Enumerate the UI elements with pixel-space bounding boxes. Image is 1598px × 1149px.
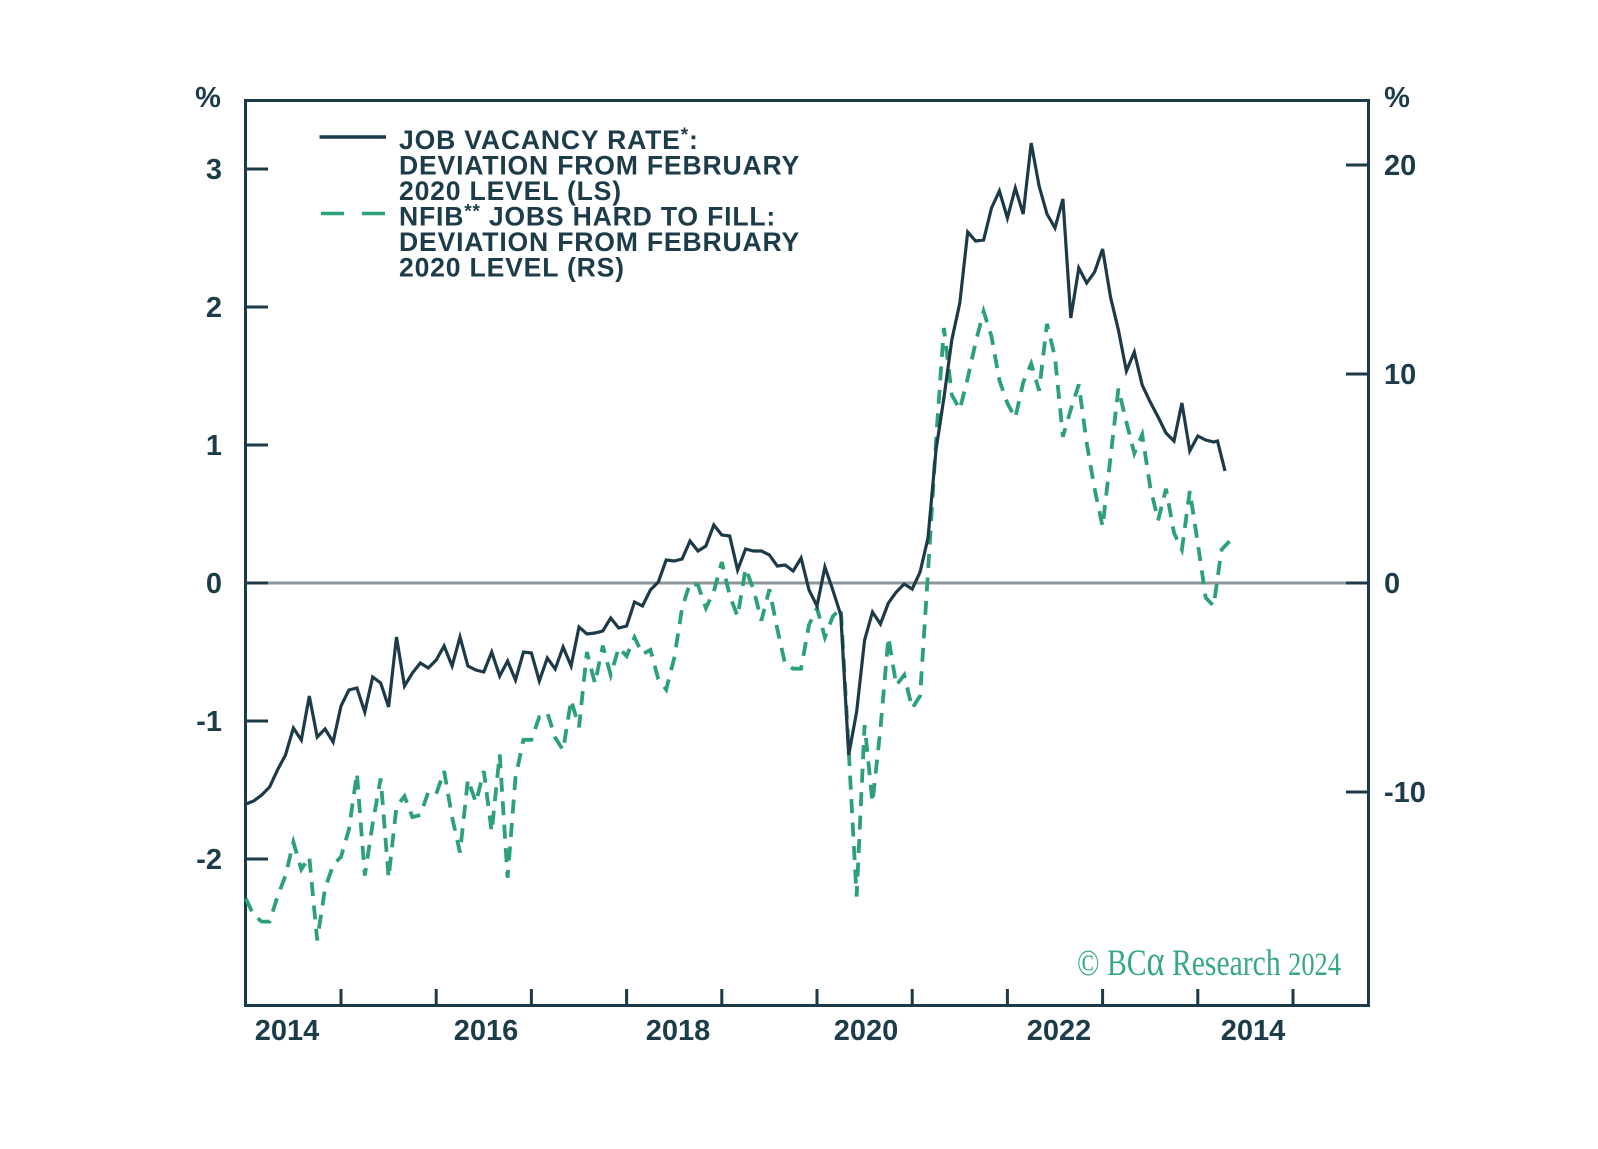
- svg-text:2: 2: [206, 292, 222, 324]
- svg-text:JOB VACANCY RATE*:: JOB VACANCY RATE*:: [399, 125, 699, 155]
- svg-text:-10: -10: [1384, 777, 1426, 809]
- svg-text:2022: 2022: [1027, 1015, 1092, 1047]
- svg-text:20: 20: [1384, 150, 1416, 182]
- svg-text:0: 0: [1384, 568, 1400, 600]
- svg-text:-1: -1: [196, 706, 222, 738]
- svg-text:NFIB** JOBS HARD TO FILL:: NFIB** JOBS HARD TO FILL:: [399, 202, 776, 232]
- svg-text:2018: 2018: [646, 1015, 711, 1047]
- svg-text:%: %: [1384, 82, 1410, 114]
- svg-text:%: %: [195, 82, 221, 114]
- svg-text:-2: -2: [196, 844, 222, 876]
- svg-text:2020 LEVEL (LS): 2020 LEVEL (LS): [399, 176, 622, 206]
- svg-text:1: 1: [206, 430, 222, 462]
- svg-text:DEVIATION FROM FEBRUARY: DEVIATION FROM FEBRUARY: [399, 151, 800, 181]
- svg-text:2020 LEVEL (RS): 2020 LEVEL (RS): [399, 253, 625, 283]
- svg-text:2020: 2020: [834, 1015, 899, 1047]
- svg-text:2016: 2016: [454, 1015, 519, 1047]
- svg-text:0: 0: [206, 568, 222, 600]
- svg-text:2014: 2014: [255, 1015, 320, 1047]
- svg-text:DEVIATION FROM FEBRUARY: DEVIATION FROM FEBRUARY: [399, 227, 800, 257]
- svg-text:3: 3: [206, 154, 222, 186]
- svg-text:10: 10: [1384, 359, 1416, 391]
- svg-text:2014: 2014: [1221, 1015, 1286, 1047]
